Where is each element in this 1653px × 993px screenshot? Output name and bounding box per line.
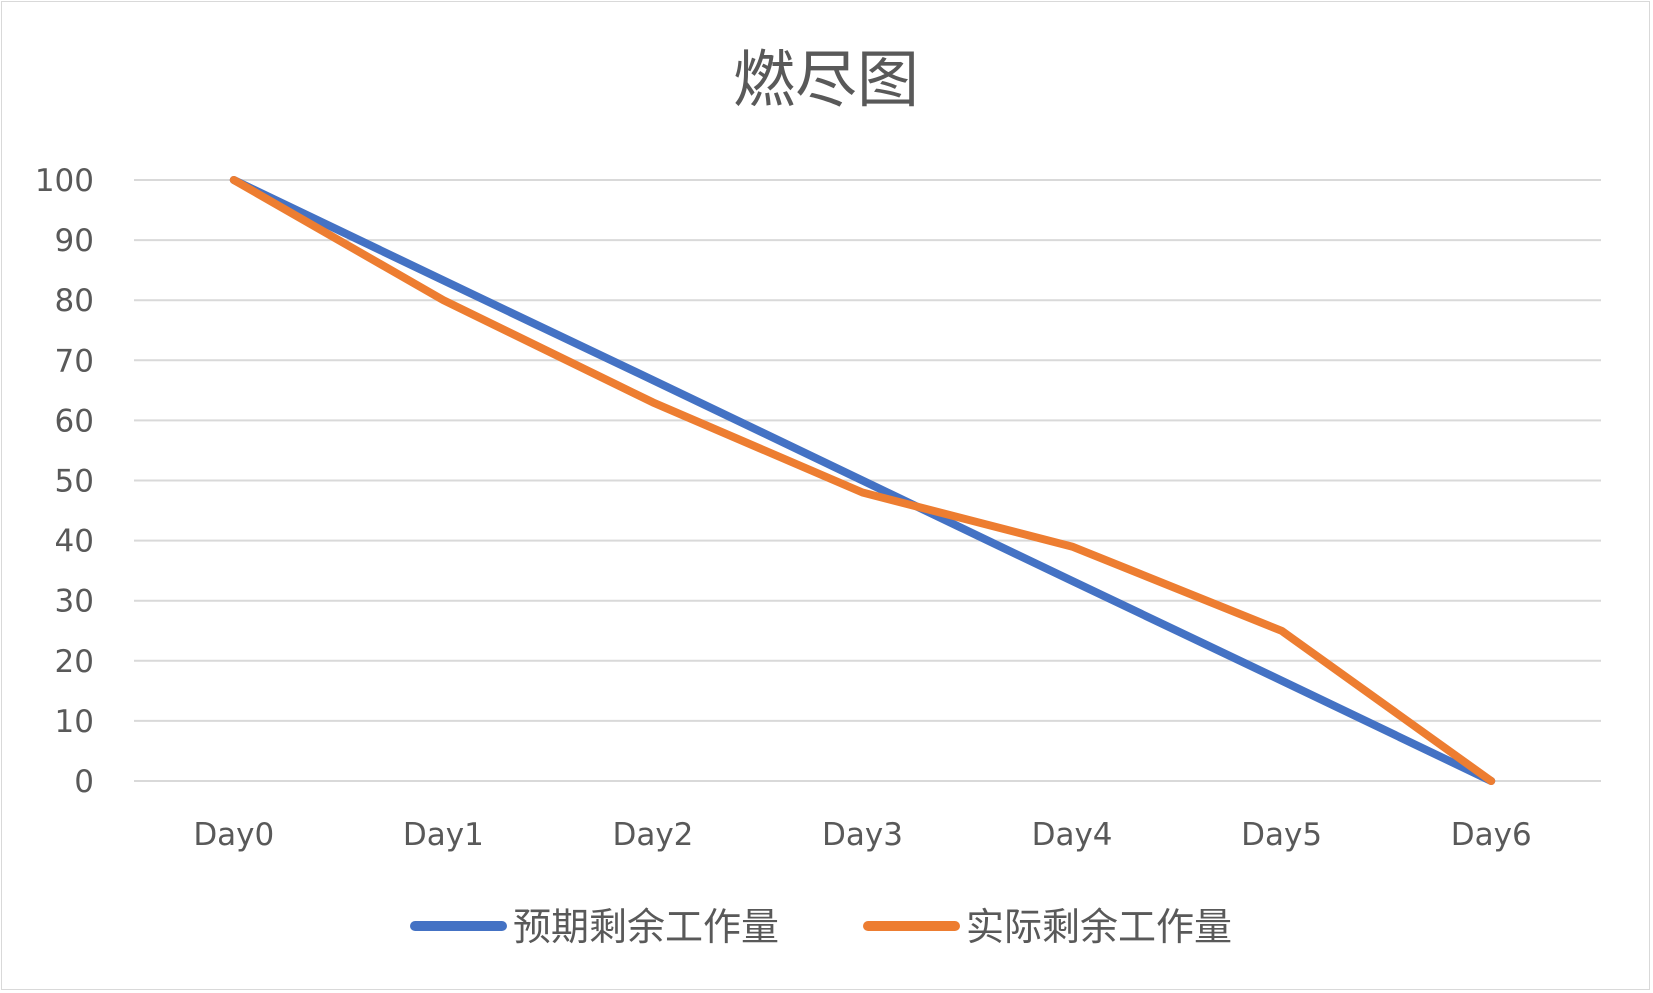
x-tick-label: Day5: [1241, 817, 1322, 853]
chart-title: 燃尽图: [733, 43, 919, 116]
y-tick-label: 40: [55, 524, 94, 560]
y-tick-label: 20: [55, 644, 94, 680]
y-tick-label: 0: [74, 764, 94, 800]
x-tick-label: Day3: [822, 817, 903, 853]
y-tick-label: 90: [55, 223, 94, 259]
y-axis-tick-labels: 0 10 20 30 40 50 60 70 80 90 100: [35, 163, 94, 800]
series-line-2: [229, 176, 1496, 785]
series-line-1: [229, 176, 1496, 785]
x-tick-label: Day4: [1032, 817, 1113, 853]
x-tick-label: Day1: [403, 817, 484, 853]
legend: 预期剩余工作量 实际剩余工作量: [410, 905, 1232, 949]
y-tick-label: 30: [55, 584, 94, 620]
y-tick-label: 10: [55, 704, 94, 740]
series-lines: [229, 176, 1496, 785]
legend-label-2: 实际剩余工作量: [966, 905, 1232, 949]
y-tick-label: 100: [35, 163, 94, 199]
y-tick-label: 80: [55, 283, 94, 319]
x-tick-label: Day6: [1451, 817, 1532, 853]
y-tick-label: 70: [55, 343, 94, 379]
y-tick-label: 50: [55, 464, 94, 500]
x-tick-label: Day2: [612, 817, 693, 853]
x-tick-label: Day0: [193, 817, 274, 853]
x-axis-tick-labels: Day0 Day1 Day2 Day3 Day4 Day5 Day6: [193, 817, 1531, 853]
y-tick-label: 60: [55, 403, 94, 439]
legend-label-1: 预期剩余工作量: [513, 905, 779, 949]
gridlines: [134, 179, 1601, 782]
